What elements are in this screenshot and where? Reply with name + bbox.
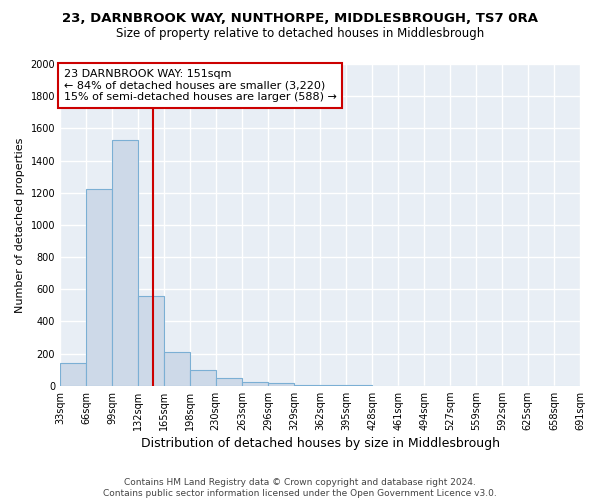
Bar [60,363,86,386]
Bar [164,352,190,386]
Text: Contains HM Land Registry data © Crown copyright and database right 2024.
Contai: Contains HM Land Registry data © Crown c… [103,478,497,498]
Bar [294,385,320,386]
Text: 23, DARNBROOK WAY, NUNTHORPE, MIDDLESBROUGH, TS7 0RA: 23, DARNBROOK WAY, NUNTHORPE, MIDDLESBRO… [62,12,538,26]
Y-axis label: Number of detached properties: Number of detached properties [15,137,25,312]
Text: 23 DARNBROOK WAY: 151sqm
← 84% of detached houses are smaller (3,220)
15% of sem: 23 DARNBROOK WAY: 151sqm ← 84% of detach… [64,69,337,102]
X-axis label: Distribution of detached houses by size in Middlesbrough: Distribution of detached houses by size … [140,437,500,450]
Bar [190,370,216,386]
Bar [242,382,268,386]
Bar [138,296,164,386]
Bar [86,190,112,386]
Text: Size of property relative to detached houses in Middlesbrough: Size of property relative to detached ho… [116,28,484,40]
Bar [216,378,242,386]
Bar [112,140,138,386]
Bar [268,384,294,386]
